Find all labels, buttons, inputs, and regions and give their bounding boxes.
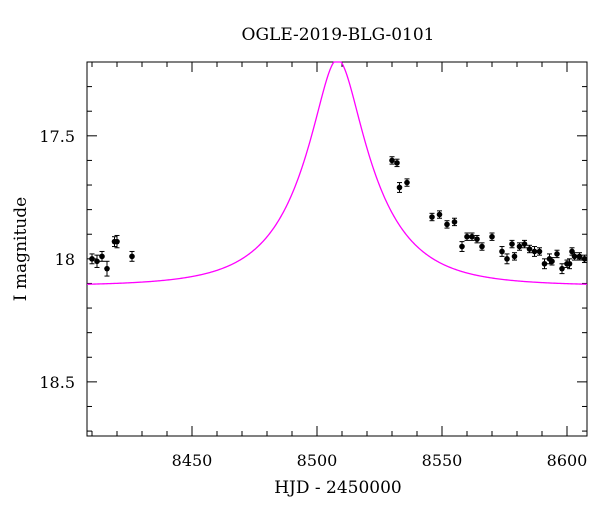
model-curve: [86, 61, 588, 285]
data-point: [566, 258, 573, 270]
data-point: [509, 239, 515, 249]
data-point-marker: [554, 251, 560, 257]
y-tick-label: 17.5: [39, 127, 75, 146]
minor-ticks: [87, 61, 587, 436]
data-point-marker: [566, 260, 573, 267]
data-point: [576, 252, 583, 261]
data-point: [559, 263, 565, 275]
data-point-marker: [531, 248, 538, 255]
data-point-marker: [394, 160, 400, 166]
y-axis-label: I magnitude: [11, 197, 31, 301]
data-point: [459, 241, 465, 252]
data-point-marker: [436, 211, 443, 218]
data-point-marker: [469, 233, 475, 240]
data-point: [444, 220, 450, 229]
data-point-marker: [549, 258, 555, 265]
data-point-marker: [511, 253, 518, 260]
data-point-marker: [569, 248, 575, 255]
y-tick-label: 18.5: [39, 373, 75, 392]
x-tick-label: 8550: [422, 451, 463, 470]
data-point: [129, 250, 135, 262]
data-point: [99, 250, 105, 262]
data-point: [504, 253, 510, 265]
x-tick-label: 8600: [547, 451, 588, 470]
data-point-marker: [396, 184, 403, 191]
data-point-marker: [489, 233, 495, 240]
data-point-marker: [464, 233, 470, 240]
plot-frame: [86, 61, 588, 437]
data-point: [511, 252, 518, 261]
data-point: [469, 232, 475, 241]
data-point-marker: [571, 253, 578, 260]
data-point: [114, 234, 120, 249]
data-point: [389, 156, 395, 165]
data-point: [516, 242, 523, 251]
data-point-marker: [451, 219, 458, 225]
data-point: [394, 158, 400, 168]
x-tick-labels: 8450 8500 8550 8600: [172, 451, 588, 470]
data-point-marker: [509, 241, 515, 247]
data-point: [536, 247, 543, 256]
data-point-marker: [516, 243, 523, 250]
data-point-marker: [526, 246, 533, 252]
data-point-marker: [581, 256, 588, 262]
plot-area: [86, 61, 588, 437]
chart-title: OGLE-2019-BLG-0101: [242, 25, 435, 45]
data-point: [489, 232, 495, 241]
data-point-marker: [541, 260, 548, 267]
data-point-marker: [114, 238, 120, 245]
data-point-marker: [389, 157, 395, 164]
data-point: [474, 234, 480, 244]
data-point-marker: [444, 221, 450, 228]
data-point: [404, 178, 410, 187]
data-point: [104, 260, 110, 277]
data-point: [581, 254, 588, 264]
data-point-marker: [479, 243, 485, 250]
y-tick-labels: 17.5 18 18.5: [39, 127, 75, 392]
major-ticks: [87, 62, 587, 436]
data-point-marker: [536, 248, 543, 255]
x-tick-label: 8500: [297, 451, 338, 470]
data-point-marker: [459, 243, 465, 250]
data-point-marker: [521, 241, 528, 247]
data-point: [521, 239, 528, 249]
data-point: [396, 182, 403, 193]
data-point: [531, 246, 538, 257]
data-point-marker: [499, 248, 505, 255]
data-points: [89, 156, 588, 277]
data-point: [429, 212, 435, 222]
data-point-marker: [89, 256, 95, 262]
data-point-marker: [104, 265, 110, 272]
data-point: [451, 217, 458, 227]
data-point: [554, 249, 560, 259]
data-point: [464, 232, 470, 241]
data-point: [549, 257, 555, 266]
data-point: [94, 254, 100, 268]
data-point-marker: [129, 253, 135, 260]
y-tick-label: 18: [55, 250, 75, 269]
data-point-marker: [429, 214, 435, 220]
data-point: [499, 246, 505, 257]
data-point: [479, 242, 485, 251]
data-point-marker: [99, 253, 105, 260]
data-point: [541, 258, 548, 270]
data-point: [526, 244, 533, 254]
x-tick-label: 8450: [172, 451, 213, 470]
data-point-marker: [94, 258, 100, 265]
data-point-marker: [576, 253, 583, 260]
data-point-marker: [504, 256, 510, 262]
data-point-marker: [404, 179, 410, 186]
data-point: [436, 210, 443, 219]
x-axis-label: HJD - 2450000: [274, 478, 402, 498]
data-point: [571, 252, 578, 261]
data-point: [89, 253, 95, 265]
data-point-marker: [474, 236, 480, 242]
data-point-marker: [559, 265, 565, 272]
